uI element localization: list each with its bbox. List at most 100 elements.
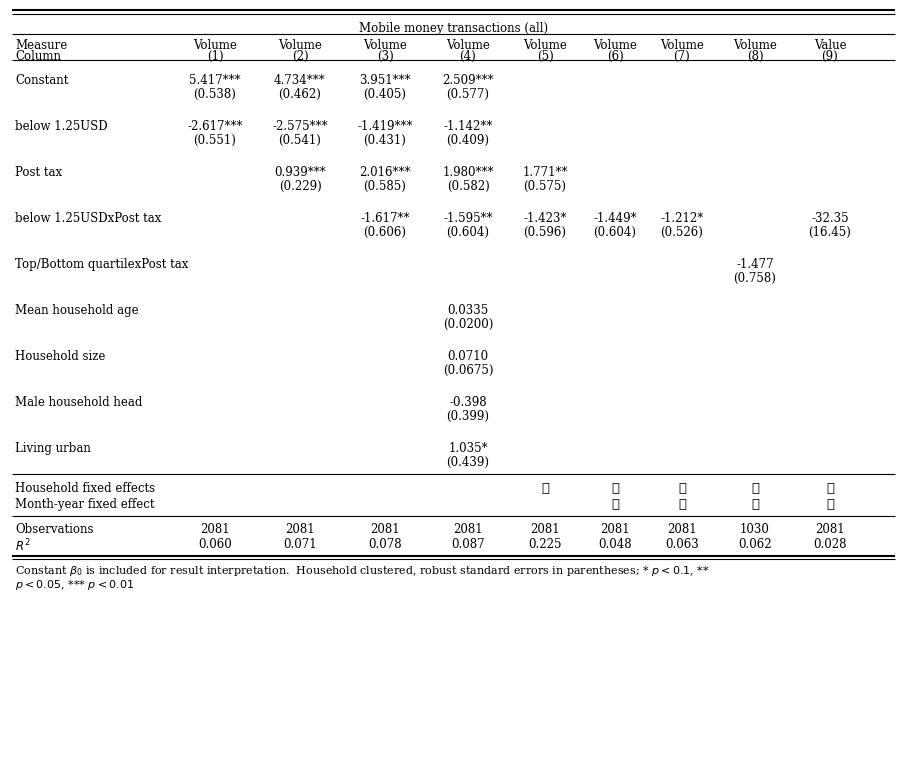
Text: -0.398: -0.398 — [449, 396, 487, 409]
Text: (0.604): (0.604) — [446, 226, 490, 239]
Text: -1.419***: -1.419*** — [357, 120, 413, 133]
Text: Post tax: Post tax — [15, 166, 62, 179]
Text: Volume: Volume — [278, 39, 322, 52]
Text: Mean household age: Mean household age — [15, 304, 139, 317]
Text: 0.062: 0.062 — [738, 538, 772, 551]
Text: (5): (5) — [537, 50, 553, 63]
Text: (6): (6) — [607, 50, 623, 63]
Text: 2081: 2081 — [668, 523, 697, 536]
Text: (0.758): (0.758) — [734, 272, 776, 285]
Text: 0.048: 0.048 — [599, 538, 632, 551]
Text: Mobile money transactions (all): Mobile money transactions (all) — [359, 22, 548, 35]
Text: -1.617**: -1.617** — [360, 212, 410, 225]
Text: 2081: 2081 — [600, 523, 629, 536]
Text: 2081: 2081 — [285, 523, 315, 536]
Text: 2081: 2081 — [815, 523, 844, 536]
Text: Top/Bottom quartilexPost tax: Top/Bottom quartilexPost tax — [15, 258, 189, 271]
Text: ✓: ✓ — [678, 498, 686, 511]
Text: $R^2$: $R^2$ — [15, 538, 31, 555]
Text: (0.551): (0.551) — [193, 134, 237, 147]
Text: 2081: 2081 — [454, 523, 483, 536]
Text: -32.35: -32.35 — [811, 212, 849, 225]
Text: (0.526): (0.526) — [660, 226, 704, 239]
Text: (0.604): (0.604) — [593, 226, 637, 239]
Text: Column: Column — [15, 50, 61, 63]
Text: (0.409): (0.409) — [446, 134, 490, 147]
Text: 2081: 2081 — [531, 523, 560, 536]
Text: ✓: ✓ — [611, 498, 619, 511]
Text: 0.071: 0.071 — [283, 538, 317, 551]
Text: Constant: Constant — [15, 74, 68, 87]
Text: (0.577): (0.577) — [446, 88, 490, 101]
Text: -1.212*: -1.212* — [660, 212, 704, 225]
Text: 3.951***: 3.951*** — [359, 74, 411, 87]
Text: 0.060: 0.060 — [198, 538, 232, 551]
Text: below 1.25USDxPost tax: below 1.25USDxPost tax — [15, 212, 161, 225]
Text: (0.582): (0.582) — [446, 180, 490, 193]
Text: -2.575***: -2.575*** — [272, 120, 327, 133]
Text: -1.477: -1.477 — [736, 258, 774, 271]
Text: (0.405): (0.405) — [364, 88, 406, 101]
Text: 0.939***: 0.939*** — [274, 166, 326, 179]
Text: (0.462): (0.462) — [278, 88, 321, 101]
Text: -1.142**: -1.142** — [444, 120, 493, 133]
Text: 0.078: 0.078 — [368, 538, 402, 551]
Text: (0.229): (0.229) — [278, 180, 321, 193]
Text: (9): (9) — [822, 50, 838, 63]
Text: Volume: Volume — [660, 39, 704, 52]
Text: Household fixed effects: Household fixed effects — [15, 482, 155, 495]
Text: ✓: ✓ — [541, 482, 549, 495]
Text: Volume: Volume — [193, 39, 237, 52]
Text: 4.734***: 4.734*** — [274, 74, 326, 87]
Text: 2.016***: 2.016*** — [359, 166, 411, 179]
Text: -1.449*: -1.449* — [593, 212, 637, 225]
Text: (0.439): (0.439) — [446, 456, 490, 469]
Text: Volume: Volume — [363, 39, 407, 52]
Text: 5.417***: 5.417*** — [190, 74, 241, 87]
Text: (0.0675): (0.0675) — [443, 364, 493, 377]
Text: (0.538): (0.538) — [193, 88, 237, 101]
Text: Observations: Observations — [15, 523, 93, 536]
Text: (0.431): (0.431) — [364, 134, 406, 147]
Text: 2081: 2081 — [370, 523, 400, 536]
Text: -2.617***: -2.617*** — [187, 120, 243, 133]
Text: (0.399): (0.399) — [446, 410, 490, 423]
Text: 1.980***: 1.980*** — [443, 166, 493, 179]
Text: (7): (7) — [674, 50, 690, 63]
Text: ✓: ✓ — [826, 482, 834, 495]
Text: (4): (4) — [460, 50, 476, 63]
Text: -1.423*: -1.423* — [523, 212, 567, 225]
Text: Volume: Volume — [733, 39, 777, 52]
Text: (3): (3) — [376, 50, 394, 63]
Text: (0.541): (0.541) — [278, 134, 321, 147]
Text: 1.771**: 1.771** — [522, 166, 568, 179]
Text: ✓: ✓ — [611, 482, 619, 495]
Text: (0.575): (0.575) — [523, 180, 567, 193]
Text: 0.225: 0.225 — [528, 538, 561, 551]
Text: 0.028: 0.028 — [814, 538, 847, 551]
Text: 0.0710: 0.0710 — [447, 350, 489, 363]
Text: (0.606): (0.606) — [364, 226, 406, 239]
Text: 1.035*: 1.035* — [448, 442, 488, 455]
Text: 1030: 1030 — [740, 523, 770, 536]
Text: below 1.25USD: below 1.25USD — [15, 120, 108, 133]
Text: Volume: Volume — [523, 39, 567, 52]
Text: (2): (2) — [292, 50, 308, 63]
Text: 2081: 2081 — [200, 523, 229, 536]
Text: ✓: ✓ — [751, 482, 759, 495]
Text: ✓: ✓ — [751, 498, 759, 511]
Text: (0.596): (0.596) — [523, 226, 567, 239]
Text: $p < 0.05$, *** $p < 0.01$: $p < 0.05$, *** $p < 0.01$ — [15, 578, 134, 592]
Text: Living urban: Living urban — [15, 442, 91, 455]
Text: Month-year fixed effect: Month-year fixed effect — [15, 498, 154, 511]
Text: Volume: Volume — [593, 39, 637, 52]
Text: (8): (8) — [746, 50, 764, 63]
Text: 0.0335: 0.0335 — [447, 304, 489, 317]
Text: -1.595**: -1.595** — [444, 212, 493, 225]
Text: (1): (1) — [207, 50, 223, 63]
Text: (0.0200): (0.0200) — [443, 318, 493, 331]
Text: Constant $\beta_0$ is included for result interpretation.  Household clustered, : Constant $\beta_0$ is included for resul… — [15, 564, 710, 578]
Text: Measure: Measure — [15, 39, 67, 52]
Text: Value: Value — [814, 39, 846, 52]
Text: ✓: ✓ — [678, 482, 686, 495]
